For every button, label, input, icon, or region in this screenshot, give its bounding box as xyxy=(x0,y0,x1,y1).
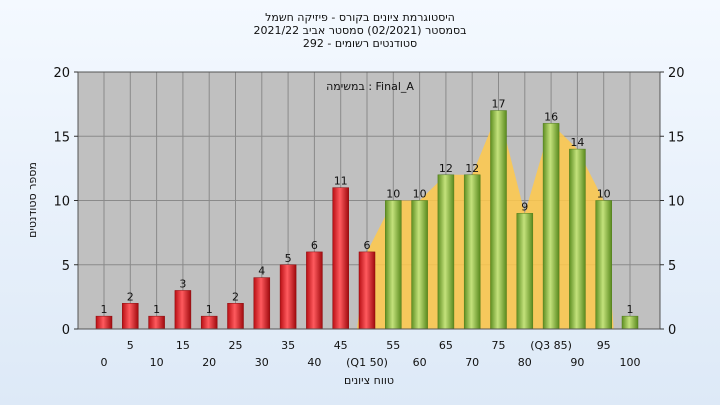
bar-35 xyxy=(279,264,297,330)
bar-value-label-50: 6 xyxy=(364,239,371,252)
bar-value-label-75: 17 xyxy=(492,98,506,111)
bar-value-label-70: 12 xyxy=(465,162,479,175)
bar-value-label-95: 10 xyxy=(597,188,611,201)
bar-value-label-85: 16 xyxy=(544,110,558,123)
y-tick-label-right: 5 xyxy=(668,259,676,274)
bar-0 xyxy=(95,315,113,330)
y-tick-label: 10 xyxy=(53,195,70,210)
bar-value-label-45: 11 xyxy=(334,175,348,188)
bar-40 xyxy=(306,251,323,330)
x-tick-label-lower: 40 xyxy=(307,356,321,369)
bar-60 xyxy=(411,200,428,330)
bar-20 xyxy=(200,315,218,330)
bar-50 xyxy=(358,251,376,330)
bar-100 xyxy=(621,315,639,330)
bar-value-label-5: 2 xyxy=(127,290,134,303)
x-tick-label-lower: 80 xyxy=(518,356,532,369)
x-tick-label-lower: (Q1 50) xyxy=(346,356,388,369)
bar-value-label-40: 6 xyxy=(311,239,318,252)
x-tick-label-upper: 25 xyxy=(229,339,243,352)
bar-value-label-30: 4 xyxy=(258,265,265,278)
bar-value-label-25: 2 xyxy=(232,290,239,303)
bar-90 xyxy=(569,148,586,330)
y-tick-label-right: 15 xyxy=(668,130,685,145)
bar-30 xyxy=(253,277,271,330)
x-tick-label-upper: 75 xyxy=(492,339,506,352)
x-tick-label-lower: 0 xyxy=(101,356,108,369)
y-tick-label-right: 20 xyxy=(668,66,685,81)
bar-85 xyxy=(542,123,560,330)
annotation-label: במשימה : Final_A xyxy=(326,80,414,93)
x-axis-label: טווח ציונים xyxy=(344,374,394,387)
bar-45 xyxy=(332,187,349,330)
bar-value-label-0: 1 xyxy=(101,303,108,316)
bar-55 xyxy=(385,200,402,330)
x-tick-label-upper: 5 xyxy=(127,339,134,352)
x-tick-label-lower: 100 xyxy=(620,356,641,369)
x-tick-label-lower: 30 xyxy=(255,356,269,369)
bar-65 xyxy=(437,174,455,330)
bar-value-label-20: 1 xyxy=(206,303,213,316)
bar-75 xyxy=(490,110,507,330)
x-tick-label-upper: 95 xyxy=(597,339,611,352)
x-tick-label-upper: 15 xyxy=(176,339,190,352)
x-tick-label-lower: 20 xyxy=(202,356,216,369)
chart-title-line2: בסמסטר (02/2021) סמסטר אביב 2021/22 xyxy=(253,24,467,37)
x-tick-label-upper: (Q3 85) xyxy=(530,339,572,352)
bar-layer xyxy=(95,110,639,330)
x-tick-label-upper: 65 xyxy=(439,339,453,352)
bar-95 xyxy=(595,200,612,330)
bar-value-label-35: 5 xyxy=(285,252,292,265)
y-tick-label-right: 0 xyxy=(668,323,676,338)
bar-value-label-90: 14 xyxy=(570,136,584,149)
x-tick-label-upper: 55 xyxy=(386,339,400,352)
x-tick-label-upper: 45 xyxy=(334,339,348,352)
bar-value-label-10: 1 xyxy=(153,303,160,316)
bar-25 xyxy=(227,303,244,330)
x-tick-label-lower: 90 xyxy=(570,356,584,369)
bar-value-label-55: 10 xyxy=(386,188,400,201)
chart-title-line1: היסטוגרמת ציונים בקורס - פיזיקה חשמל xyxy=(265,11,455,24)
bar-value-label-100: 1 xyxy=(627,303,634,316)
bar-value-label-60: 10 xyxy=(413,188,427,201)
x-tick-label-upper: 35 xyxy=(281,339,295,352)
bar-10 xyxy=(148,315,165,330)
y-tick-label: 15 xyxy=(53,130,70,145)
bar-value-label-65: 12 xyxy=(439,162,453,175)
bar-15 xyxy=(174,290,192,330)
bar-value-label-15: 3 xyxy=(179,277,186,290)
bar-value-label-80: 9 xyxy=(521,200,528,213)
y-axis-label: מספר סטודנטים xyxy=(26,162,39,238)
x-tick-label-lower: 10 xyxy=(150,356,164,369)
bar-70 xyxy=(463,174,481,330)
x-tick-label-lower: 60 xyxy=(413,356,427,369)
bar-5 xyxy=(122,303,139,330)
y-tick-label: 0 xyxy=(62,323,70,338)
chart-title-line3: סטודנטים רשומים - 292 xyxy=(302,37,418,50)
bar-80 xyxy=(516,213,534,330)
x-tick-label-lower: 70 xyxy=(465,356,479,369)
y-tick-label: 20 xyxy=(53,66,70,81)
y-tick-label-right: 10 xyxy=(668,195,685,210)
y-tick-label: 5 xyxy=(62,259,70,274)
